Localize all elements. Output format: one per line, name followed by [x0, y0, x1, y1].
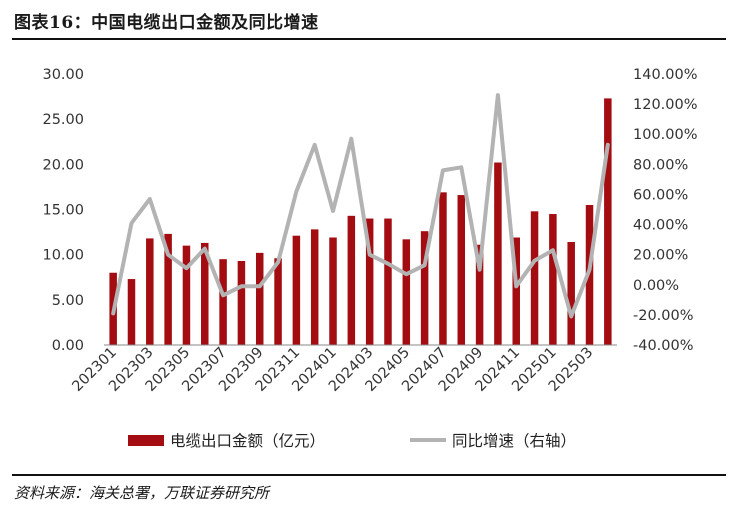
figure-title: 图表16：中国电缆出口金额及同比增速 [14, 13, 319, 33]
yoy-growth-line [111, 93, 610, 319]
combo-chart: 0.00 5.00 10.00 15.00 20.00 25.00 30.00 -40.00… [42, 67, 698, 450]
bar [604, 98, 612, 345]
y-right-tick-label: 0.00% [633, 278, 679, 294]
y-left-tick-label: 20.00 [42, 157, 84, 173]
y-left-tick-label: 5.00 [52, 293, 84, 309]
y-right-tick-label: 100.00% [633, 127, 698, 143]
footer-rule [12, 474, 726, 476]
legend-line-label: 同比增速（右轴） [452, 432, 576, 450]
y-left-tick-label: 25.00 [42, 112, 84, 128]
bar [310, 229, 319, 345]
y-right-tick-label: 80.00% [633, 157, 688, 173]
bar [255, 252, 264, 345]
bar [384, 218, 392, 345]
bar [347, 215, 356, 345]
y-axis-left: 0.00 5.00 10.00 15.00 20.00 25.00 30.00 [42, 67, 84, 354]
source-note: 资料来源：海关总署，万联证券研究所 [14, 484, 270, 502]
bar [237, 260, 246, 345]
bar [530, 211, 539, 345]
bar [365, 218, 374, 345]
y-right-tick-label: 20.00% [633, 248, 688, 264]
bar [182, 245, 191, 345]
bar [127, 279, 136, 345]
y-axis-right: -40.00% -20.00% 0.00% 20.00% 40.00% 60.00% 80.… [633, 67, 698, 354]
x-axis: 2023012023032023052023072023092023112024… [70, 345, 597, 395]
y-left-tick-label: 0.00 [52, 338, 84, 354]
legend: 电缆出口金额（亿元） 同比增速（右轴） [128, 432, 576, 450]
y-right-tick-label: 140.00% [633, 67, 698, 83]
y-left-tick-label: 15.00 [42, 203, 84, 219]
bar [219, 259, 227, 345]
bar-series [109, 98, 612, 345]
y-right-tick-label: 120.00% [633, 97, 698, 113]
bar [475, 244, 484, 345]
bar [512, 237, 520, 345]
bar [420, 231, 429, 345]
bar [329, 237, 337, 345]
legend-bar-label: 电缆出口金额（亿元） [170, 432, 325, 450]
line-series [111, 93, 610, 319]
y-right-tick-label: -20.00% [633, 308, 694, 324]
legend-bar-swatch [128, 435, 164, 446]
y-left-tick-label: 10.00 [42, 248, 84, 264]
y-right-tick-label: 60.00% [633, 187, 688, 203]
bar [201, 242, 209, 345]
bar [164, 233, 172, 345]
title-rule [12, 38, 726, 40]
y-left-tick-label: 30.00 [42, 67, 84, 83]
bar [567, 242, 575, 345]
bar [549, 214, 557, 345]
y-right-tick-label: 40.00% [633, 218, 688, 234]
bar [292, 235, 301, 345]
bar [274, 258, 282, 345]
bar [494, 162, 502, 345]
bar [439, 192, 447, 345]
bar [457, 195, 466, 345]
y-right-tick-label: -40.00% [633, 338, 694, 354]
bar [402, 239, 411, 345]
bar [146, 238, 154, 345]
